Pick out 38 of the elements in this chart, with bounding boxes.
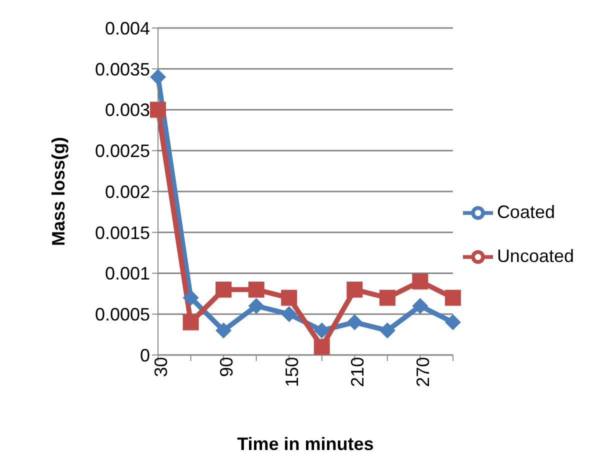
y-tick-label: 0.001 [104,264,150,284]
point [314,322,330,338]
point [182,314,199,330]
y-tick-label: 0 [140,345,150,366]
point [150,69,166,86]
point [444,314,461,330]
legend-label: Uncoated [496,246,574,266]
point [182,290,199,306]
point [281,290,298,306]
x-axis-title: Time in minutes [237,434,374,454]
point [346,282,363,298]
y-tick-label: 0.003 [104,100,150,120]
x-tick-label: 210 [347,357,368,388]
x-tick-label: 270 [412,357,433,388]
y-tick-label: 0.0005 [94,304,150,325]
point [216,282,232,298]
y-tick-label: 0.0035 [94,59,150,80]
point [248,298,264,314]
y-tick-label: 0.0015 [94,222,150,243]
point [314,338,330,355]
y-tick-label: 0.002 [104,182,150,202]
point [150,102,166,118]
point [412,273,428,290]
x-tick-label: 30 [150,357,171,378]
y-axis-title: Mass loss(g) [48,136,68,246]
point [216,322,232,338]
point [346,314,363,330]
point [444,290,461,306]
x-tick-label: 90 [216,357,236,378]
x-tick-label: 150 [282,357,302,388]
point [379,322,396,338]
point [281,306,298,322]
y-tick-label: 0.004 [104,18,150,38]
legend-label: Coated [496,202,555,222]
point [412,298,428,314]
point [248,282,264,298]
point [379,290,396,306]
y-tick-label: 0.0025 [94,141,150,162]
